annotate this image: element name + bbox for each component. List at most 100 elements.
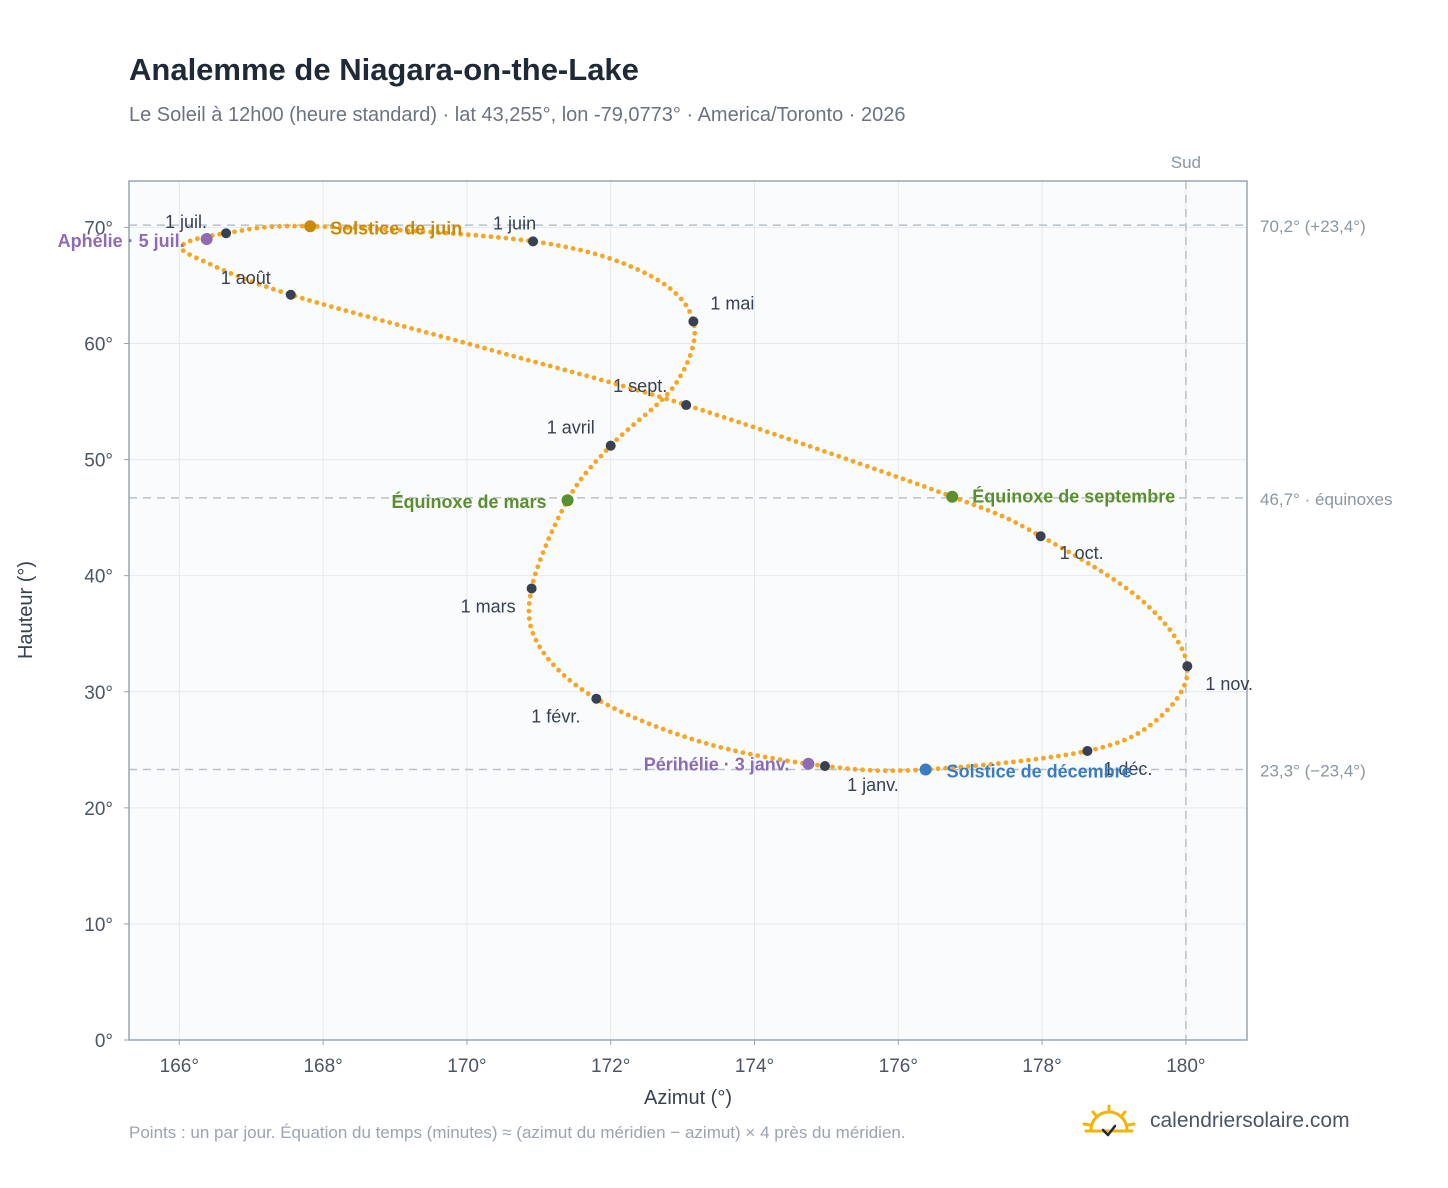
daily-sun-point bbox=[187, 238, 193, 244]
daily-sun-point bbox=[1041, 755, 1046, 761]
daily-sun-point bbox=[625, 712, 631, 718]
daily-sun-point bbox=[770, 755, 775, 761]
daily-sun-point bbox=[228, 271, 234, 276]
daily-sun-point bbox=[1141, 727, 1147, 732]
daily-sun-point bbox=[284, 223, 290, 229]
daily-sun-point bbox=[845, 766, 850, 771]
daily-sun-point bbox=[221, 268, 227, 273]
daily-sun-point bbox=[533, 359, 538, 365]
month-label: 1 avril bbox=[547, 418, 595, 438]
daily-sun-point bbox=[337, 224, 343, 230]
daily-sun-point bbox=[548, 241, 554, 247]
daily-sun-point bbox=[867, 767, 873, 773]
month-marker bbox=[605, 440, 616, 451]
daily-sun-point bbox=[621, 261, 627, 266]
month-marker bbox=[526, 583, 537, 594]
daily-sun-point bbox=[488, 234, 494, 240]
daily-sun-point bbox=[613, 381, 619, 387]
daily-sun-point bbox=[1100, 744, 1106, 750]
daily-sun-point bbox=[458, 231, 464, 237]
daily-sun-point bbox=[1178, 689, 1184, 695]
daily-sun-point bbox=[584, 373, 590, 379]
daily-sun-point bbox=[1085, 560, 1091, 566]
daily-sun-point bbox=[779, 434, 784, 439]
plot-area bbox=[129, 181, 1247, 1040]
daily-sun-point bbox=[1053, 542, 1058, 547]
daily-sun-point bbox=[1122, 737, 1127, 743]
month-label: 1 mars bbox=[461, 596, 516, 616]
y-tick-label: 30° bbox=[84, 683, 113, 704]
x-axis-ticks: 166° 168° 170° 172° 174° 176° 178° 180° bbox=[160, 1040, 1206, 1077]
daily-sun-point bbox=[591, 375, 597, 381]
daily-sun-point bbox=[690, 345, 695, 351]
daily-sun-point bbox=[1135, 594, 1141, 600]
daily-sun-point bbox=[256, 281, 262, 287]
brand[interactable]: calendriersolaire.com bbox=[1082, 1104, 1350, 1138]
daily-sun-point bbox=[232, 229, 237, 235]
daily-sun-point bbox=[254, 225, 260, 231]
daily-sun-point bbox=[194, 255, 199, 261]
daily-sun-point bbox=[489, 347, 495, 353]
daily-sun-point bbox=[905, 768, 911, 773]
daily-sun-point bbox=[913, 767, 918, 773]
daily-sun-point bbox=[1170, 702, 1175, 707]
daily-sun-point bbox=[561, 673, 567, 678]
daily-sun-point bbox=[1135, 731, 1141, 736]
daily-sun-point bbox=[480, 233, 486, 239]
daily-sun-point bbox=[852, 766, 858, 772]
daily-sun-point bbox=[929, 486, 934, 492]
month-marker bbox=[285, 289, 296, 300]
daily-sun-point bbox=[829, 451, 834, 457]
daily-sun-point bbox=[1159, 712, 1165, 718]
x-tick-label: 168° bbox=[303, 1056, 342, 1077]
daily-sun-point bbox=[619, 432, 625, 437]
x-tick-label: 172° bbox=[591, 1056, 630, 1077]
daily-sun-point bbox=[614, 437, 619, 443]
daily-sun-point bbox=[416, 328, 422, 333]
chart-title: Analemme de Niagara-on-the-Lake bbox=[129, 52, 639, 87]
daily-sun-point bbox=[837, 765, 843, 771]
daily-sun-point bbox=[563, 244, 569, 250]
month-marker bbox=[1082, 745, 1093, 756]
event-label: Solstice de juin bbox=[330, 218, 462, 238]
daily-sun-point bbox=[263, 284, 269, 290]
daily-sun-point bbox=[526, 608, 532, 614]
event-label: Solstice de décembre bbox=[947, 762, 1132, 782]
daily-sun-point bbox=[1111, 577, 1117, 582]
event-label: Équinoxe de mars bbox=[392, 491, 547, 512]
daily-sun-point bbox=[537, 557, 543, 562]
daily-sun-point bbox=[413, 228, 418, 234]
daily-sun-point bbox=[957, 497, 963, 502]
brand-link[interactable]: calendriersolaire.com bbox=[1150, 1109, 1350, 1132]
daily-sun-point bbox=[1153, 717, 1159, 723]
daily-sun-point bbox=[555, 365, 560, 371]
chart-subtitle: Le Soleil à 12h00 (heure standard) · lat… bbox=[129, 104, 906, 126]
daily-sun-point bbox=[958, 764, 964, 770]
daily-sun-point bbox=[635, 387, 641, 393]
daily-sun-point bbox=[1167, 627, 1173, 632]
daily-sun-point bbox=[857, 461, 863, 467]
daily-sun-point bbox=[518, 237, 524, 243]
month-label: 1 févr. bbox=[531, 707, 580, 727]
daily-sun-point bbox=[907, 479, 913, 484]
daily-sun-point bbox=[631, 422, 636, 428]
daily-sun-point bbox=[1072, 553, 1078, 558]
event-marker bbox=[802, 757, 815, 770]
analemma-curve bbox=[180, 223, 1190, 774]
daily-sun-point bbox=[247, 226, 252, 232]
daily-sun-point bbox=[1059, 545, 1065, 551]
event-marker bbox=[946, 490, 959, 503]
daily-sun-point bbox=[573, 682, 579, 688]
daily-sun-point bbox=[496, 235, 501, 240]
daily-sun-point bbox=[893, 474, 899, 479]
daily-sun-point bbox=[578, 476, 584, 482]
daily-sun-point bbox=[635, 267, 641, 272]
daily-sun-point bbox=[496, 349, 502, 355]
daily-sun-point bbox=[980, 762, 986, 768]
month-label: 1 janv. bbox=[847, 775, 899, 795]
month-marker bbox=[221, 228, 232, 239]
daily-sun-point bbox=[570, 246, 576, 251]
daily-sun-point bbox=[681, 366, 687, 372]
daily-sun-point bbox=[682, 734, 687, 740]
daily-sun-point bbox=[696, 738, 702, 744]
